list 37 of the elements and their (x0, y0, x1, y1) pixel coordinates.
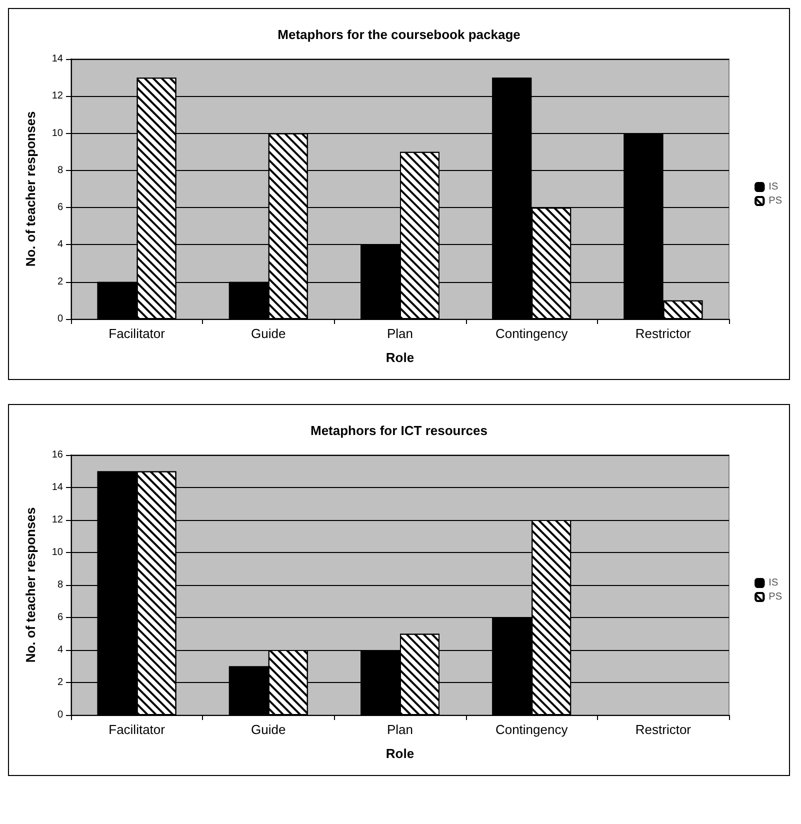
legend-label: IS (768, 578, 778, 588)
y-tick-label: 2 (57, 677, 64, 688)
y-tick-label: 6 (57, 612, 64, 623)
x-tick-label: Plan (386, 722, 414, 737)
y-tick-label: 10 (52, 547, 64, 558)
chart-title: Metaphors for the coursebook package (278, 27, 520, 42)
y-tick-label: 0 (57, 710, 64, 720)
y-axis-title: No. of teacher responses (23, 507, 38, 663)
y-tick-label: 8 (57, 164, 64, 176)
x-axis-title: Role (386, 746, 414, 761)
x-tick-label: Restrictor (635, 722, 692, 737)
y-tick-label: 16 (52, 450, 64, 460)
y-tick-label: 4 (57, 644, 64, 656)
y-tick-label: 10 (52, 128, 64, 139)
legend-label: IS (768, 182, 778, 192)
x-tick-label: Facilitator (108, 326, 166, 341)
x-tick-label: Plan (386, 326, 414, 341)
x-tick-label: Contingency (495, 326, 568, 341)
y-tick-label: 8 (57, 580, 64, 590)
y-tick-label: 12 (52, 90, 64, 102)
y-tick-label: 14 (52, 482, 64, 493)
y-tick-label: 12 (52, 514, 64, 526)
legend-label: PS (768, 592, 782, 602)
legend-label: PS (768, 196, 782, 206)
y-tick-label: 14 (52, 54, 64, 64)
x-tick-label: Contingency (495, 722, 568, 737)
x-axis-title: Role (386, 350, 414, 365)
y-tick-label: 2 (57, 276, 64, 288)
x-tick-label: Guide (251, 722, 286, 737)
y-tick-label: 4 (57, 239, 64, 250)
x-tick-label: Guide (251, 326, 286, 341)
y-tick-label: 0 (57, 314, 64, 324)
y-tick-label: 6 (57, 202, 64, 214)
x-tick-label: Facilitator (108, 722, 166, 737)
chart-title: Metaphors for ICT resources (310, 423, 488, 438)
x-tick-label: Restrictor (635, 326, 692, 341)
y-axis-title: No. of teacher responses (23, 111, 38, 267)
